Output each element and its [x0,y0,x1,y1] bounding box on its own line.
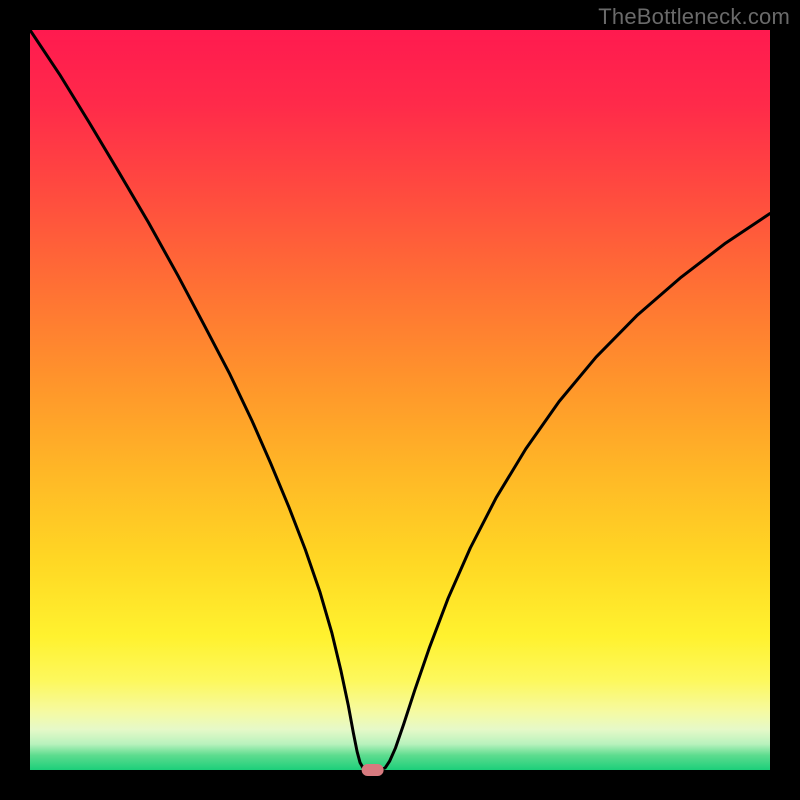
watermark-text: TheBottleneck.com [598,4,790,30]
chart-root: TheBottleneck.com [0,0,800,800]
plot-background [30,30,770,770]
chart-svg [0,0,800,800]
optimum-marker [362,764,384,776]
